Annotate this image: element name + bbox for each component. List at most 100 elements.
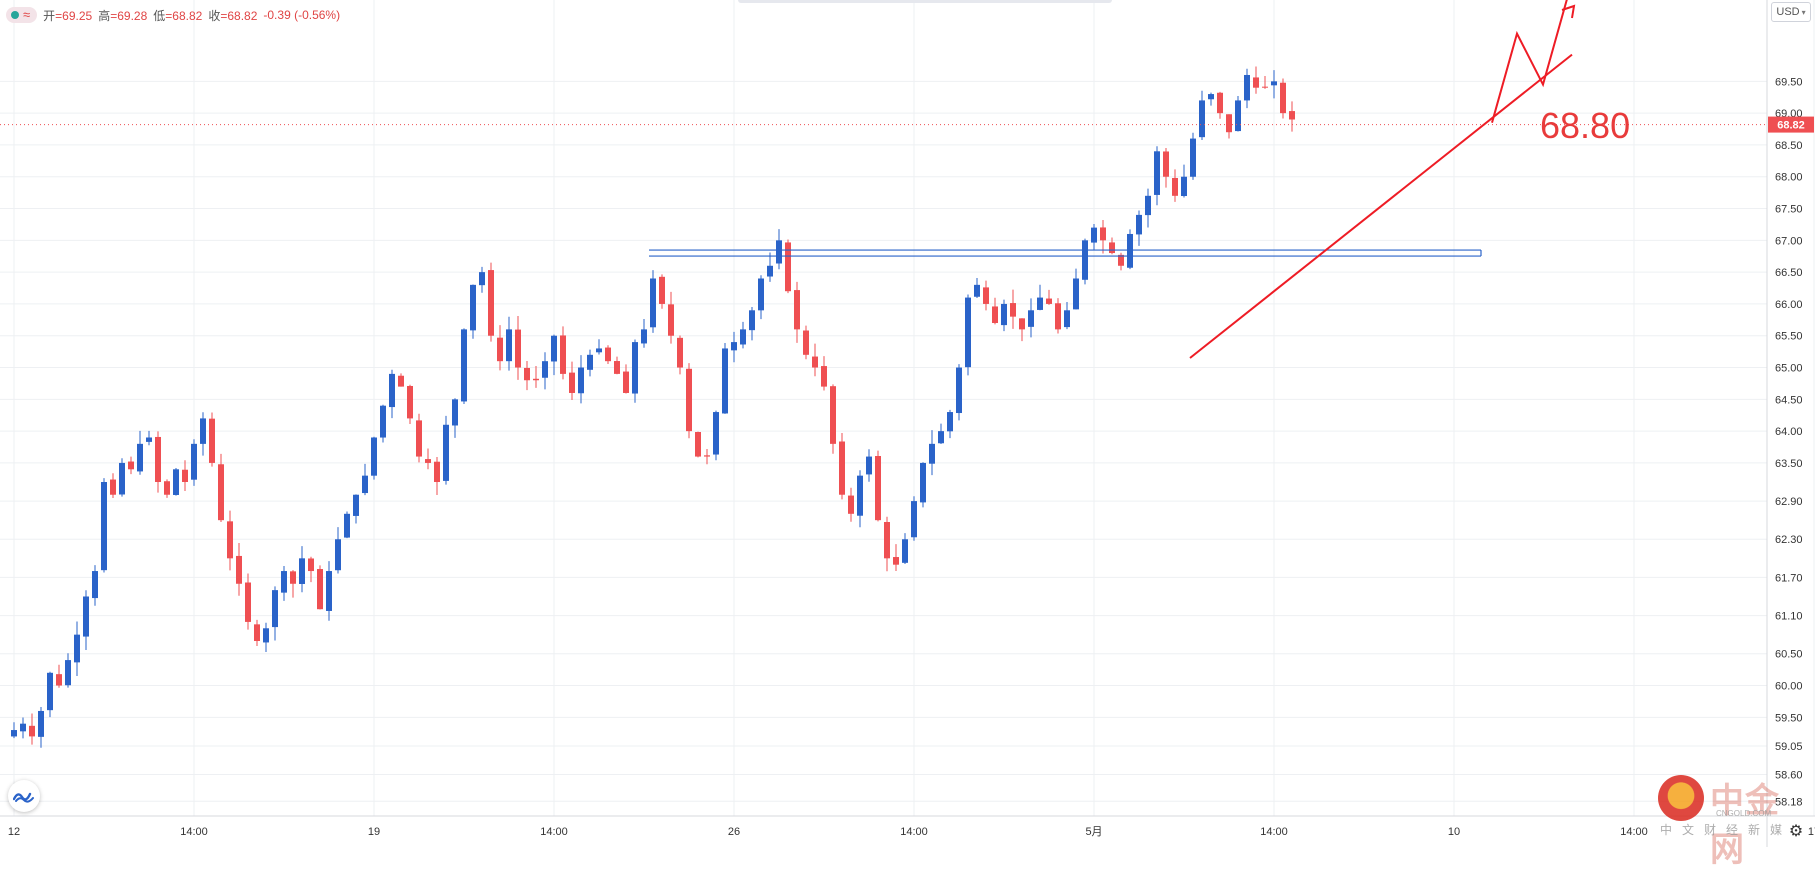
candle <box>344 511 350 539</box>
candle <box>938 423 944 445</box>
candle <box>524 360 530 391</box>
candle <box>227 510 233 571</box>
candle-body <box>1010 303 1016 317</box>
candle-body <box>137 443 143 472</box>
candle-body <box>533 378 539 381</box>
candle-body <box>56 674 62 686</box>
candle <box>479 266 485 293</box>
candle <box>929 430 935 476</box>
status-pill[interactable]: ≈ <box>6 7 38 23</box>
tradingview-logo[interactable] <box>8 780 40 812</box>
candle-body <box>272 590 278 628</box>
candle-body <box>641 329 647 344</box>
candle <box>119 458 125 497</box>
candle <box>506 316 512 371</box>
candle-body <box>1109 242 1115 254</box>
candle-body <box>839 441 845 495</box>
currency-select[interactable]: USD ▾ <box>1771 2 1811 22</box>
candle-body <box>218 464 224 521</box>
candle-body <box>1181 176 1187 197</box>
candle-body <box>893 557 899 565</box>
candle <box>812 343 818 377</box>
candle-body <box>317 569 323 610</box>
candle <box>1145 188 1151 228</box>
candle <box>146 430 152 446</box>
candle <box>632 339 638 403</box>
y-tick-label: 65.50 <box>1775 331 1803 343</box>
candle <box>407 384 413 425</box>
gear-icon[interactable]: ⚙ <box>1788 823 1804 840</box>
candle-body <box>119 462 125 495</box>
candle <box>1199 90 1205 140</box>
candle-body <box>983 287 989 304</box>
candle <box>245 573 251 630</box>
candle-body <box>776 240 782 264</box>
candle-body <box>632 342 638 394</box>
candle-body <box>335 539 341 571</box>
candle <box>560 326 566 380</box>
candle-body <box>650 278 656 328</box>
candle-body <box>416 420 422 457</box>
candle <box>317 565 323 610</box>
candle <box>1028 298 1034 338</box>
candle <box>902 533 908 565</box>
candle <box>218 453 224 523</box>
ohlc-change: -0.39 (-0.56%) <box>263 8 341 22</box>
candle-body <box>380 405 386 438</box>
candle <box>326 561 332 621</box>
candle-body <box>740 329 746 345</box>
candle <box>47 671 53 718</box>
projection-path <box>1491 0 1568 123</box>
candle-body <box>992 306 998 324</box>
candle-body <box>875 456 881 521</box>
candle <box>704 448 710 465</box>
candle-body <box>236 555 242 584</box>
candle <box>767 252 773 282</box>
candle <box>335 527 341 574</box>
candle-body <box>128 461 134 470</box>
candle <box>20 717 26 739</box>
candle <box>920 462 926 508</box>
top-panel-edge <box>738 0 1112 3</box>
watermark-sub: 中文财经新媒 <box>1660 823 1793 837</box>
candlestick-chart[interactable]: 68.80 69.50 69.00 68.50 68.00 67.50 67.00 66.5… <box>0 0 1815 847</box>
candle-body <box>308 558 314 572</box>
x-tick-label: 14:00 <box>1620 826 1648 838</box>
x-tick-label: 14:00 <box>900 826 928 838</box>
candle <box>605 345 611 364</box>
candle-body <box>1001 303 1007 326</box>
candle-body <box>866 456 872 475</box>
candle <box>281 566 287 601</box>
y-tick-label: 61.10 <box>1775 611 1803 623</box>
candle-body <box>11 730 17 737</box>
candle <box>1253 66 1259 94</box>
candle <box>1289 101 1295 132</box>
candle-body <box>434 461 440 483</box>
candle <box>137 430 143 475</box>
candle <box>650 270 656 333</box>
candle-body <box>470 284 476 331</box>
candle <box>1055 298 1061 334</box>
candle-body <box>155 436 161 483</box>
candle-body <box>722 348 728 414</box>
candle <box>1037 284 1043 311</box>
x-tick-label: 26 <box>728 826 740 838</box>
candle <box>191 439 197 486</box>
candle <box>83 590 89 650</box>
last-price-label: 68.82 <box>1777 120 1805 132</box>
y-tick-label: 60.50 <box>1775 649 1803 661</box>
candle <box>848 487 854 522</box>
cngold-logo-icon <box>1658 775 1704 821</box>
candle <box>911 496 917 541</box>
chart-canvas[interactable]: 68.80 69.5069.0068.5068.0067.5067.0066.5… <box>0 0 1815 847</box>
y-tick-label: 59.50 <box>1775 712 1803 724</box>
candle <box>596 339 602 355</box>
candle <box>1091 224 1097 250</box>
candle-body <box>281 571 287 593</box>
candle-body <box>857 475 863 516</box>
candle-body <box>1235 100 1241 132</box>
candle-body <box>947 412 953 432</box>
candle-body <box>1064 310 1070 328</box>
candle-body <box>452 399 458 426</box>
candle-body <box>497 337 503 362</box>
